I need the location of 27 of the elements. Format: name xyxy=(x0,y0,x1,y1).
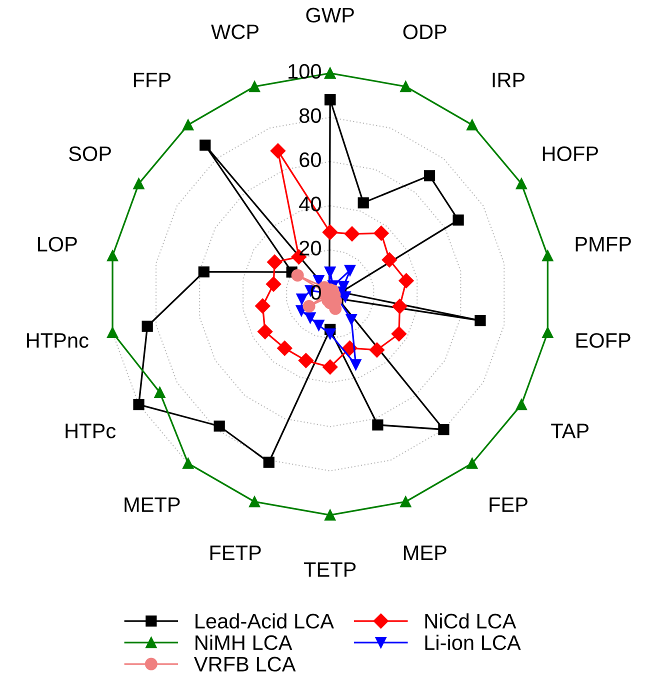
spoke-label: FFP xyxy=(134,72,171,88)
spoke-label: FEP xyxy=(490,498,528,512)
spoke-label: FETP xyxy=(210,546,261,560)
spoke-label: TAP xyxy=(551,424,589,438)
spoke-label: IRP xyxy=(492,72,525,88)
y-tick-label: 100 xyxy=(288,64,321,79)
legend-label: NiCd LCA xyxy=(425,613,516,629)
y-tick-label: 60 xyxy=(300,152,321,168)
y-tick-label: 80 xyxy=(300,108,321,123)
legend-label: Li-ion LCA xyxy=(425,634,521,650)
spoke-label: LOP xyxy=(38,236,77,252)
spoke-label: ODP xyxy=(403,24,446,40)
spoke-label: WCP xyxy=(211,24,259,40)
spoke-label: EOFP xyxy=(576,333,630,348)
spoke-label: TETP xyxy=(304,562,356,577)
spoke-label: HOFP xyxy=(542,146,598,162)
legend-label: Lead-Acid LCA xyxy=(196,613,334,629)
spoke-label: PMFP xyxy=(576,237,631,252)
spoke-label: HTPnc xyxy=(27,333,88,348)
spoke-label: GWP xyxy=(306,8,354,23)
spoke-label: SOP xyxy=(69,146,111,162)
spoke-label: METP xyxy=(124,498,180,512)
spoke-label: HTPc xyxy=(66,424,116,438)
spoke-label: MEP xyxy=(404,546,446,560)
y-tick-label: 20 xyxy=(300,240,321,256)
legend-label: VRFB LCA xyxy=(194,656,296,672)
legend-label: NiMH LCA xyxy=(196,634,292,650)
